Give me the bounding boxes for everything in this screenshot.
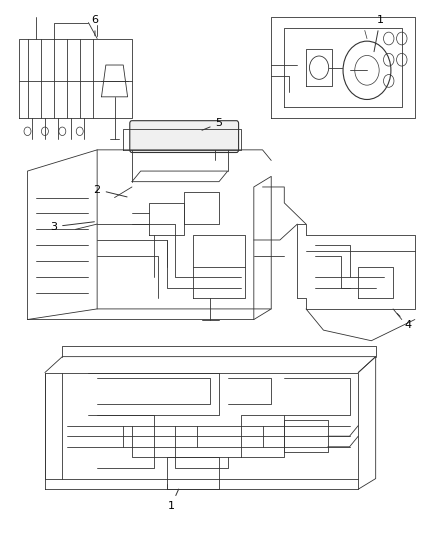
- Text: 6: 6: [92, 15, 99, 36]
- Text: 1: 1: [374, 15, 384, 52]
- FancyBboxPatch shape: [130, 120, 239, 152]
- Text: 1: 1: [168, 489, 179, 511]
- Text: 4: 4: [397, 313, 412, 330]
- Text: 2: 2: [94, 184, 127, 197]
- Text: 3: 3: [50, 222, 94, 232]
- Text: 5: 5: [202, 118, 223, 130]
